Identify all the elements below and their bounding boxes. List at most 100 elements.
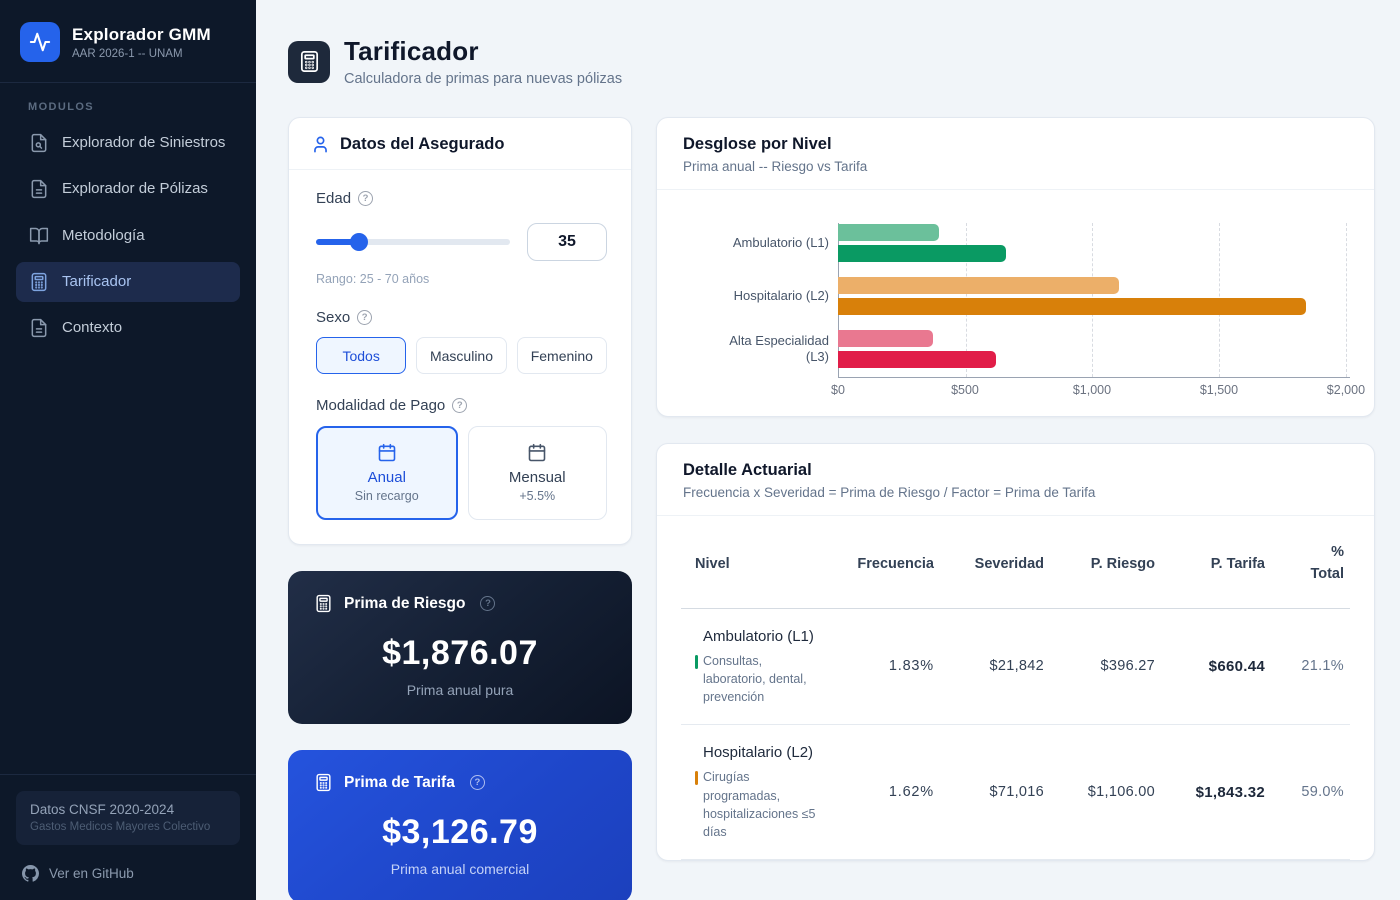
page-title: Tarificador <box>344 36 479 66</box>
prima-riesgo-card: Prima de Riesgo ? $1,876.07 Prima anual … <box>288 571 632 724</box>
prima-riesgo-help-icon[interactable]: ? <box>480 596 496 611</box>
chart-category-row: Alta Especialidad (L3) <box>681 329 1350 369</box>
sidebar-nav: Explorador de Siniestros Explorador de Pó… <box>0 123 256 348</box>
severidad-value: $21,842 <box>940 608 1050 726</box>
sexo-label: Sexo <box>316 309 351 326</box>
pago-option-label: Anual <box>367 469 406 486</box>
pago-label: Modalidad de Pago <box>316 397 446 414</box>
detail-column-header: P. Tarifa <box>1161 516 1271 609</box>
riesgo-value: $396.27 <box>1050 608 1161 726</box>
data-source-subtitle: Gastos Medicos Mayores Colectivo <box>30 821 211 833</box>
edad-help-icon[interactable]: ? <box>358 191 374 206</box>
chart-card: Desglose por Nivel Prima anual -- Riesgo… <box>656 117 1375 417</box>
severidad-value: $71,016 <box>940 724 1050 860</box>
detail-table-wrapper: Nivel Frecuencia Severidad P. Riesgo P. Tari… <box>681 516 1350 860</box>
github-icon <box>22 865 39 882</box>
detail-column-header: Severidad <box>940 516 1050 609</box>
edad-slider-fill <box>316 239 360 245</box>
prima-tarifa-title: Prima de Tarifa <box>344 773 455 791</box>
data-source-card: Datos CNSF 2020-2024 Gastos Medicos Mayo… <box>16 791 240 845</box>
file-search-icon <box>29 133 49 153</box>
prima-riesgo-value: $1,876.07 <box>382 634 538 672</box>
app-logo-block: Explorador GMM AAR 2026-1 -- UNAM <box>0 0 256 83</box>
frecuencia-value: 1.83% <box>841 608 940 726</box>
edad-slider[interactable] <box>316 233 510 251</box>
sexo-options: Todos Masculino Femenino <box>316 337 607 374</box>
table-row: Ambulatorio (L1) Consultas, laboratorio, … <box>681 608 1350 726</box>
bar-prima-de-tarifa <box>838 245 1006 262</box>
prima-tarifa-value: $3,126.79 <box>382 813 538 851</box>
page-subtitle: Calculadora de primas para nuevas póliza… <box>344 71 623 87</box>
github-link[interactable]: Ver en GitHub <box>16 861 240 886</box>
detail-table: Nivel Frecuencia Severidad P. Riesgo P. Tari… <box>681 516 1350 860</box>
bar-prima-de-tarifa <box>838 298 1307 315</box>
sidebar-section-label: MODULOS <box>28 101 95 113</box>
sidebar-item-label: Explorador de Siniestros <box>62 134 226 151</box>
edad-input[interactable]: 35 <box>527 223 607 261</box>
sexo-option-femenino[interactable]: Femenino <box>516 337 607 374</box>
prima-tarifa-help-icon[interactable]: ? <box>469 775 485 790</box>
nivel-name: Ambulatorio (L1) <box>703 627 814 645</box>
chart-y-label: Ambulatorio (L1) <box>732 235 829 251</box>
edad-label-row: Edad ? <box>316 190 607 207</box>
sidebar-item-label: Contexto <box>62 319 123 336</box>
bar-chart: Ambulatorio (L1) Hospitalario (L2) Alta Es… <box>657 190 1374 416</box>
calendar-icon <box>377 443 397 466</box>
sexo-help-icon[interactable]: ? <box>357 310 373 325</box>
table-row: Hospitalario (L2) Cirugías programadas, h… <box>681 724 1350 860</box>
activity-icon <box>20 22 60 62</box>
pct-total-value: 59.0% <box>1271 724 1350 860</box>
nivel-color-tick <box>695 771 698 786</box>
sidebar-item-label: Explorador de Pólizas <box>62 180 208 198</box>
sidebar-item-label: Tarificador <box>62 272 132 290</box>
prima-riesgo-caption: Prima anual pura <box>406 682 514 698</box>
detail-column-header: Frecuencia <box>841 516 940 609</box>
frecuencia-value: 1.62% <box>841 724 940 860</box>
file-text-icon <box>29 318 49 338</box>
chart-y-label: Alta Especialidad (L3) <box>729 333 829 364</box>
sexo-option-todos[interactable]: Todos <box>316 337 407 374</box>
sidebar-item-label: Metodología <box>62 226 145 244</box>
pago-option-note: Sin recargo <box>354 489 419 503</box>
bar-prima-de-riesgo <box>838 330 933 347</box>
tarifa-value: $660.44 <box>1161 608 1271 726</box>
bar-prima-de-riesgo <box>838 277 1119 294</box>
chart-title: Desglose por Nivel <box>683 135 832 153</box>
pago-help-icon[interactable]: ? <box>452 398 468 413</box>
detail-column-header: % Total <box>1271 516 1350 609</box>
sidebar-item-metodologia[interactable]: Metodología <box>16 216 240 256</box>
pago-option-anual[interactable]: Anual Sin recargo <box>316 426 458 520</box>
calculator-icon <box>316 773 331 792</box>
pct-total-value: 21.1% <box>1271 608 1350 726</box>
sidebar-footer: Datos CNSF 2020-2024 Gastos Medicos Mayo… <box>0 774 256 900</box>
calculator-icon <box>316 594 331 613</box>
app-title: Explorador GMM <box>72 24 211 44</box>
chart-category-row: Hospitalario (L2) <box>681 276 1350 316</box>
main-content: Tarificador Calculadora de primas para n… <box>256 0 1400 900</box>
sidebar-item-contexto[interactable]: Contexto <box>16 308 240 348</box>
prima-tarifa-card: Prima de Tarifa ? $3,126.79 Prima anual … <box>288 750 632 900</box>
pago-option-note: +5.5% <box>519 489 556 503</box>
pago-label-row: Modalidad de Pago ? <box>316 397 607 414</box>
sexo-option-masculino[interactable]: Masculino <box>416 337 507 374</box>
bar-prima-de-riesgo <box>838 224 939 241</box>
sidebar-item-polizas[interactable]: Explorador de Pólizas <box>16 169 240 209</box>
github-label: Ver en GitHub <box>49 866 134 881</box>
prima-riesgo-title: Prima de Riesgo <box>344 594 466 612</box>
data-source-title: Datos CNSF 2020-2024 <box>30 802 175 817</box>
sidebar-item-siniestros[interactable]: Explorador de Siniestros <box>16 123 240 163</box>
sidebar-item-tarificador[interactable]: Tarificador <box>16 261 240 302</box>
chart-x-tick-label: $500 <box>951 383 979 397</box>
pago-option-mensual[interactable]: Mensual +5.5% <box>467 426 607 520</box>
chart-x-tick-label: $1,500 <box>1199 383 1239 397</box>
edad-slider-thumb[interactable] <box>350 233 369 251</box>
riesgo-value: $1,106.00 <box>1050 724 1161 860</box>
detail-column-header: Nivel <box>681 516 841 609</box>
edad-slider-track <box>316 239 510 245</box>
chart-x-tick-label: $1,000 <box>1072 383 1112 397</box>
detail-column-header: P. Riesgo <box>1050 516 1161 609</box>
tarifa-value: $1,843.32 <box>1161 724 1271 860</box>
form-title: Datos del Asegurado <box>340 135 505 153</box>
bar-prima-de-tarifa <box>838 351 997 368</box>
nivel-color-tick <box>695 654 698 669</box>
